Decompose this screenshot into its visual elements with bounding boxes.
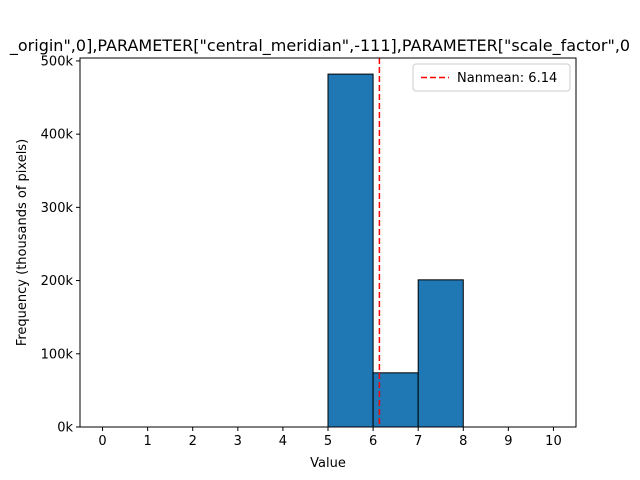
legend-box [412,63,571,92]
x-tick-label: 5 [324,434,332,449]
x-tick-label: 6 [369,434,377,449]
histogram-bar-0 [327,73,374,428]
y-tick-label: 400k [41,128,74,143]
x-tick-label: 4 [279,434,287,449]
x-axis-label: Value [310,456,346,471]
y-axis-ticks: 0k 100k 200k 300k 400k 500k [41,54,80,436]
x-axis-ticks: 0 1 2 3 4 5 6 7 8 9 10 [98,427,562,449]
x-tick-label: 9 [504,434,512,449]
legend-label-mean: Nanmean: 6.14 [457,71,557,86]
legend: Nanmean: 6.14 [412,63,571,92]
y-tick-label: 200k [41,274,74,289]
bars-group [327,73,464,428]
y-axis-label: Frequency (thousands of pixels) [15,139,30,346]
x-tick-label: 8 [459,434,467,449]
y-tick-label: 500k [41,54,74,69]
y-tick-label: 0k [57,421,73,436]
histogram-bar-2 [417,279,464,428]
x-tick-label: 1 [143,434,151,449]
chart-title: _origin",0],PARAMETER["central_meridian"… [9,36,630,56]
x-tick-label: 10 [545,434,562,449]
y-tick-label: 300k [41,201,74,216]
x-tick-label: 0 [98,434,106,449]
y-tick-label: 100k [41,347,74,362]
histogram-bar-1 [372,372,419,428]
x-tick-label: 2 [189,434,197,449]
x-tick-label: 7 [414,434,422,449]
x-tick-label: 3 [234,434,242,449]
